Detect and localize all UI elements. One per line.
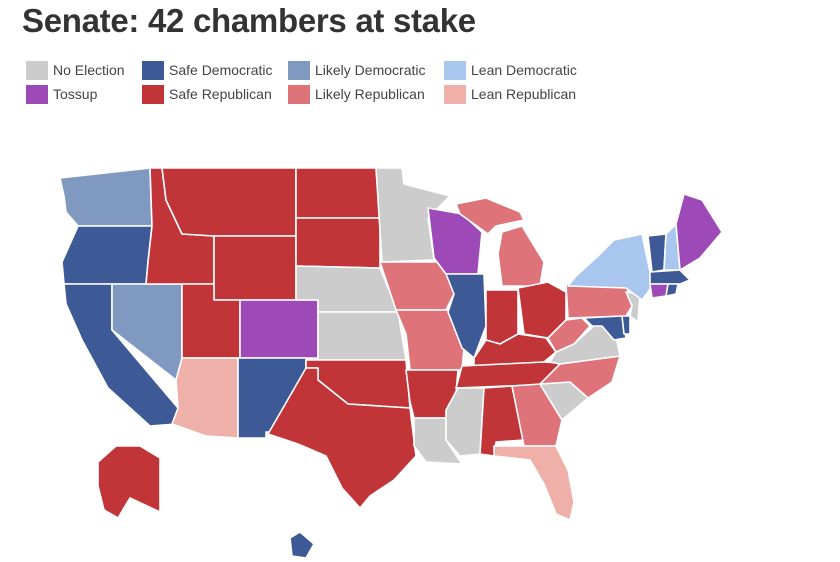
state-colorado[interactable] <box>239 299 319 359</box>
state-arizona[interactable] <box>171 357 239 439</box>
state-maine[interactable] <box>675 193 723 271</box>
legend-swatch <box>142 84 164 104</box>
legend-label: Safe Republican <box>169 86 272 102</box>
legend-swatch <box>26 60 48 80</box>
state-illinois[interactable] <box>445 273 487 359</box>
legend-item-tossup: Tossup <box>26 84 97 104</box>
legend-label: Safe Democratic <box>169 62 273 78</box>
legend-item-no-election: No Election <box>26 60 125 80</box>
state-massachusetts[interactable] <box>649 269 691 285</box>
legend-swatch <box>444 84 466 104</box>
legend-item-safe-republican: Safe Republican <box>142 84 272 104</box>
state-west-virginia[interactable] <box>547 317 591 353</box>
legend-label: Tossup <box>53 86 98 102</box>
legend-swatch <box>288 60 310 80</box>
legend-label: Likely Republican <box>315 86 425 102</box>
legend-swatch <box>142 60 164 80</box>
state-washington[interactable] <box>59 167 153 227</box>
legend-item-lean-republican: Lean Republican <box>444 84 576 104</box>
legend-label: No Election <box>53 62 125 78</box>
state-rhode-island[interactable] <box>665 283 679 297</box>
state-hawaii[interactable] <box>289 531 315 559</box>
legend-swatch <box>26 84 48 104</box>
state-wyoming[interactable] <box>213 235 297 301</box>
page-title: Senate: 42 chambers at stake <box>22 2 476 39</box>
state-south-dakota[interactable] <box>295 217 381 269</box>
legend-swatch <box>444 60 466 80</box>
state-georgia[interactable] <box>511 383 563 447</box>
legend-swatch <box>288 84 310 104</box>
state-montana[interactable] <box>161 167 297 237</box>
state-mississippi[interactable] <box>445 387 485 457</box>
legend-label: Lean Democratic <box>471 62 577 78</box>
state-delaware[interactable] <box>621 315 631 335</box>
legend: No Election Safe Democratic Likely Democ… <box>26 60 626 108</box>
state-florida[interactable] <box>493 445 575 521</box>
state-texas[interactable] <box>267 367 417 509</box>
state-alaska[interactable] <box>97 445 161 519</box>
legend-item-likely-democratic: Likely Democratic <box>288 60 425 80</box>
state-north-dakota[interactable] <box>295 167 381 219</box>
state-iowa[interactable] <box>379 261 455 311</box>
legend-item-lean-democratic: Lean Democratic <box>444 60 577 80</box>
state-oregon[interactable] <box>61 225 153 285</box>
legend-item-safe-democratic: Safe Democratic <box>142 60 272 80</box>
state-kansas[interactable] <box>317 311 407 361</box>
state-vermont[interactable] <box>647 233 667 273</box>
legend-label: Likely Democratic <box>315 62 426 78</box>
legend-item-likely-republican: Likely Republican <box>288 84 425 104</box>
legend-label: Lean Republican <box>471 86 577 102</box>
